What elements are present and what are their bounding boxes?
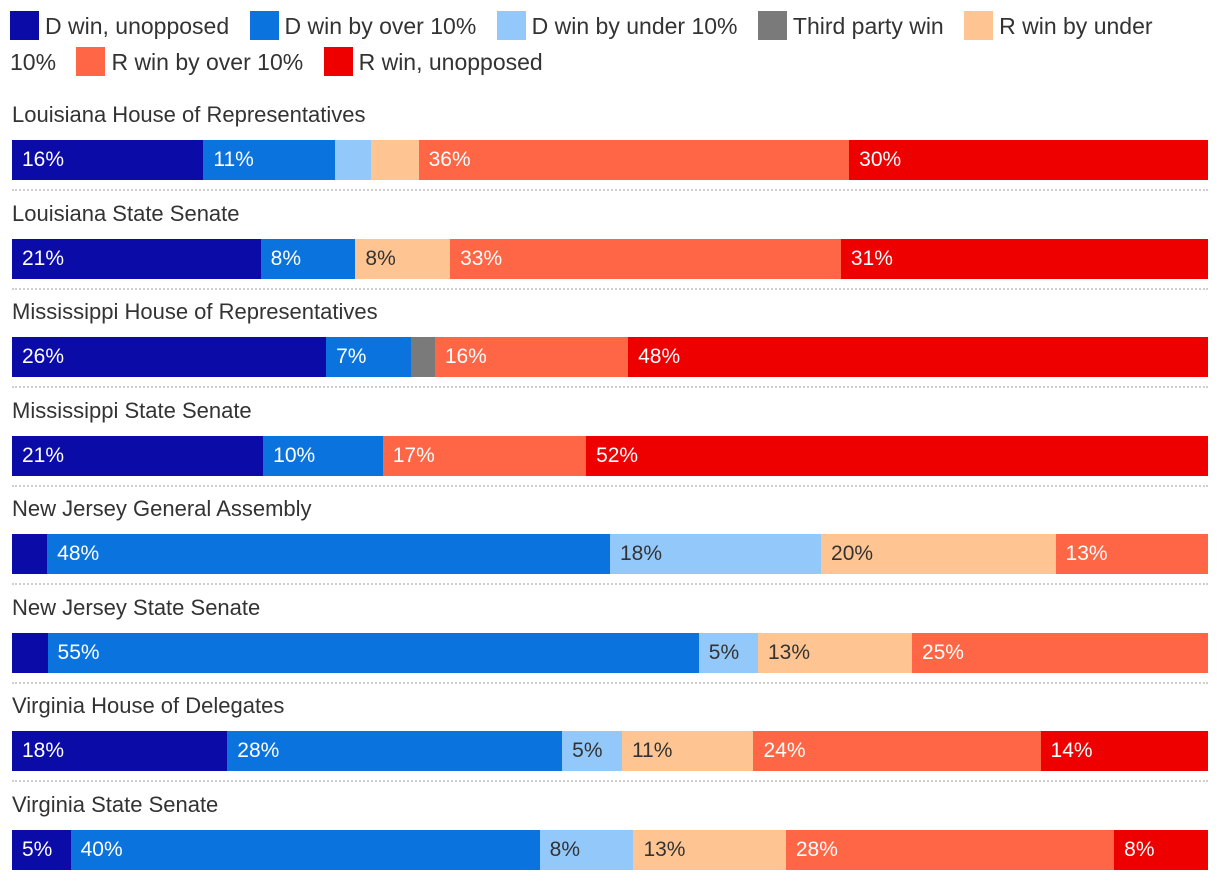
- legend-item-d_under10: D win by under 10%: [497, 13, 738, 39]
- legend-swatch-third: [758, 11, 787, 40]
- stacked-bar: 21%10%17%52%: [12, 436, 1208, 476]
- stacked-bar: 26%7% 16%48%: [12, 337, 1208, 377]
- bar-segment-d_under10: 18%: [610, 534, 821, 574]
- category-label: Louisiana State Senate: [12, 201, 240, 227]
- row-divider: [12, 485, 1208, 487]
- stacked-bar: 48%18%20%13%: [12, 534, 1208, 574]
- legend-item-third: Third party win: [758, 13, 944, 39]
- bar-segment-d_over10: 11%: [203, 140, 335, 180]
- category-label: Virginia House of Delegates: [12, 693, 284, 719]
- bar-segment-r_under10: 11%: [622, 731, 754, 771]
- category-label: Virginia State Senate: [12, 792, 218, 818]
- bar-segment-r_over10: 24%: [753, 731, 1040, 771]
- legend-item-d_unopposed: D win, unopposed: [10, 13, 229, 39]
- bar-segment-d_under10: [335, 140, 371, 180]
- legend-label: D win by under 10%: [532, 13, 738, 39]
- bar-segment-r_over10: 36%: [419, 140, 850, 180]
- chart-row: New Jersey State Senate 55%5%13%25%: [12, 593, 1208, 692]
- bar-segment-d_unopposed: 26%: [12, 337, 326, 377]
- legend: D win, unopposed D win by over 10% D win…: [10, 8, 1200, 80]
- legend-swatch-r_unopposed: [324, 47, 353, 76]
- legend-label: D win, unopposed: [45, 13, 229, 39]
- bar-segment-d_over10: 55%: [48, 633, 699, 673]
- legend-label: R win by over 10%: [111, 49, 303, 75]
- bar-segment-d_under10: 5%: [562, 731, 622, 771]
- bar-segment-r_over10: 13%: [1056, 534, 1208, 574]
- stacked-bar: 21%8%8%33%31%: [12, 239, 1208, 279]
- bar-segment-d_over10: 40%: [71, 830, 540, 870]
- row-divider: [12, 682, 1208, 684]
- chart-row: Louisiana House of Representatives 16%11%…: [12, 100, 1208, 199]
- category-label: New Jersey General Assembly: [12, 496, 312, 522]
- legend-item-d_over10: D win by over 10%: [250, 13, 477, 39]
- row-divider: [12, 780, 1208, 782]
- legend-swatch-r_under10: [964, 11, 993, 40]
- bar-segment-r_unopposed: 52%: [586, 436, 1208, 476]
- bar-segment-d_unopposed: 21%: [12, 436, 263, 476]
- bar-segment-r_unopposed: 48%: [628, 337, 1208, 377]
- bar-segment-r_under10: 13%: [758, 633, 912, 673]
- bar-segment-d_unopposed: 18%: [12, 731, 227, 771]
- chart-row: Mississippi State Senate 21%10%17%52%: [12, 396, 1208, 495]
- legend-item-r_unopposed: R win, unopposed: [324, 49, 543, 75]
- legend-swatch-d_under10: [497, 11, 526, 40]
- stacked-bar: 18%28%5%11%24%14%: [12, 731, 1208, 771]
- legend-label: Third party win: [793, 13, 944, 39]
- bar-segment-r_unopposed: 30%: [849, 140, 1208, 180]
- legend-item-r_over10: R win by over 10%: [76, 49, 303, 75]
- bar-segment-r_unopposed: 31%: [841, 239, 1208, 279]
- row-divider: [12, 386, 1208, 388]
- bar-segment-r_over10: 33%: [450, 239, 841, 279]
- bar-segment-d_unopposed: 5%: [12, 830, 71, 870]
- chart-row: Virginia House of Delegates 18%28%5%11%24…: [12, 691, 1208, 790]
- stacked-bar: 16%11% 36%30%: [12, 140, 1208, 180]
- bar-segment-r_under10: 20%: [821, 534, 1056, 574]
- row-divider: [12, 288, 1208, 290]
- row-divider: [12, 189, 1208, 191]
- bar-segment-d_unopposed: [12, 633, 48, 673]
- row-divider: [12, 583, 1208, 585]
- bar-segment-d_under10: 8%: [540, 830, 634, 870]
- category-label: Louisiana House of Representatives: [12, 102, 365, 128]
- bar-segment-r_unopposed: 14%: [1041, 731, 1208, 771]
- bar-segment-d_over10: 8%: [261, 239, 356, 279]
- stacked-bar: 55%5%13%25%: [12, 633, 1208, 673]
- bar-segment-r_under10: 8%: [355, 239, 450, 279]
- bar-segment-r_over10: 25%: [912, 633, 1208, 673]
- legend-swatch-d_over10: [250, 11, 279, 40]
- legend-swatch-r_over10: [76, 47, 105, 76]
- chart-row: Mississippi House of Representatives 26%7…: [12, 297, 1208, 396]
- bar-segment-r_over10: 16%: [435, 337, 628, 377]
- legend-label: D win by over 10%: [285, 13, 477, 39]
- bar-segment-r_under10: [371, 140, 419, 180]
- bar-segment-d_over10: 7%: [326, 337, 411, 377]
- bar-segment-d_over10: 28%: [227, 731, 562, 771]
- bar-segment-d_over10: 48%: [47, 534, 610, 574]
- bar-segment-r_under10: 13%: [633, 830, 785, 870]
- category-label: Mississippi House of Representatives: [12, 299, 378, 325]
- bar-segment-d_unopposed: 21%: [12, 239, 261, 279]
- bar-segment-d_over10: 10%: [263, 436, 383, 476]
- category-label: Mississippi State Senate: [12, 398, 252, 424]
- bar-segment-third: [411, 337, 435, 377]
- bar-segment-r_over10: 17%: [383, 436, 586, 476]
- bar-segment-r_over10: 28%: [786, 830, 1114, 870]
- bar-segment-d_unopposed: 16%: [12, 140, 203, 180]
- bar-segment-d_unopposed: [12, 534, 47, 574]
- chart-row: New Jersey General Assembly 48%18%20%13%: [12, 494, 1208, 593]
- category-label: New Jersey State Senate: [12, 595, 260, 621]
- legend-swatch-d_unopposed: [10, 11, 39, 40]
- legend-label: R win, unopposed: [359, 49, 543, 75]
- stacked-bar: 5%40%8%13%28%8%: [12, 830, 1208, 870]
- bar-segment-d_under10: 5%: [699, 633, 758, 673]
- bar-segment-r_unopposed: 8%: [1114, 830, 1208, 870]
